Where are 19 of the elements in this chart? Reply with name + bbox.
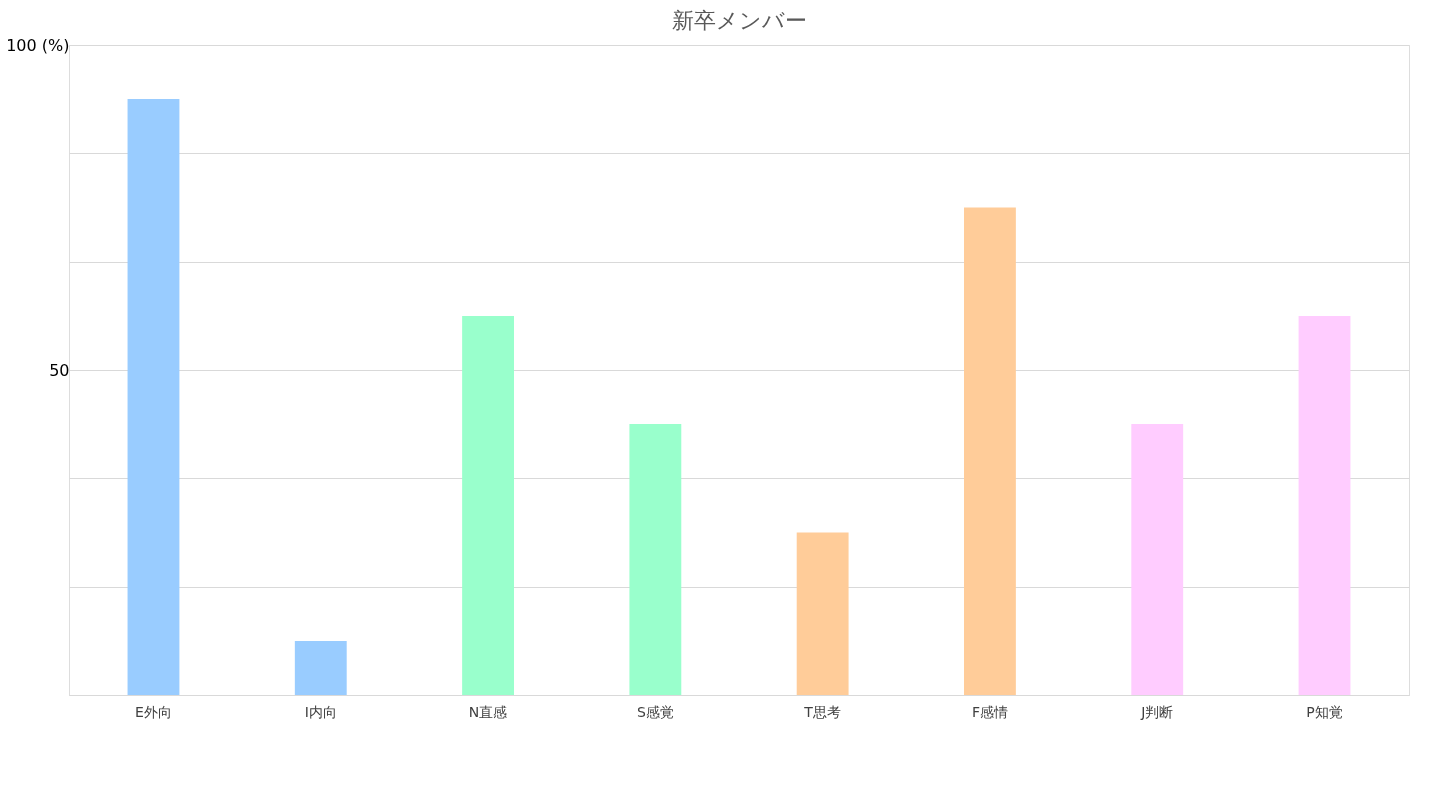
x-tick-label: E外向 xyxy=(135,703,172,720)
bar xyxy=(1131,423,1184,695)
y-tick-label: 50 xyxy=(49,360,70,380)
x-tick-label: P知覚 xyxy=(1306,703,1343,720)
bar xyxy=(1298,316,1351,695)
chart-title: 新卒メンバー xyxy=(671,8,807,33)
y-tick-label: 100 (%) xyxy=(6,35,70,55)
x-tick-label: F感情 xyxy=(971,703,1008,720)
x-tick-label: I内向 xyxy=(304,703,337,720)
x-tick-label: N直感 xyxy=(468,703,508,720)
bar xyxy=(796,532,849,695)
x-tick-label: T思考 xyxy=(803,703,841,720)
x-tick-label: S感覚 xyxy=(636,703,674,720)
bar xyxy=(127,98,180,695)
bar xyxy=(462,316,514,695)
x-tick-label: J判断 xyxy=(1140,703,1174,720)
bar xyxy=(964,207,1016,695)
bar xyxy=(629,423,682,695)
bar xyxy=(294,641,347,695)
